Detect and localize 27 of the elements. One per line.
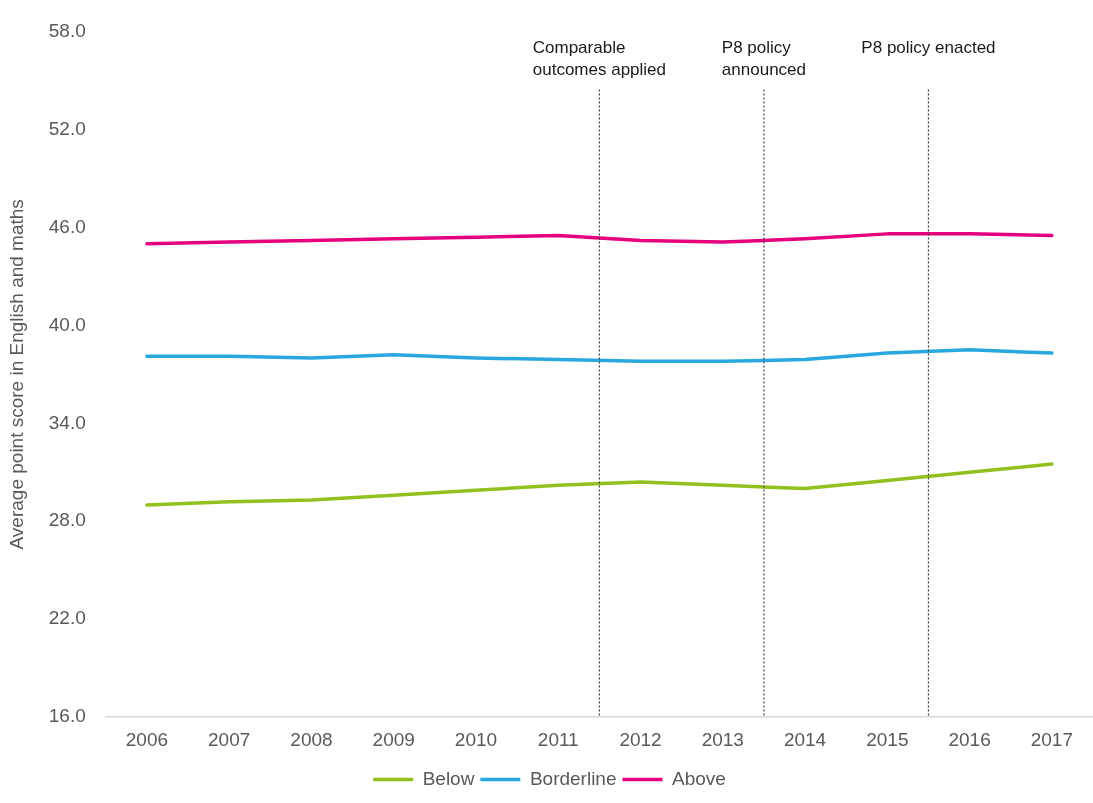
x-tick-label: 2007 [208, 728, 251, 750]
ref-line-label: P8 policy enacted [861, 37, 996, 57]
x-tick-label: 2011 [537, 728, 579, 750]
x-tick-label: 2017 [1030, 728, 1074, 750]
legend-label: Below [422, 767, 475, 789]
x-tick-label: 2010 [454, 728, 498, 750]
x-tick-label: 2006 [125, 728, 169, 750]
y-tick-label: 46.0 [48, 215, 86, 237]
x-tick-label: 2009 [372, 728, 415, 750]
x-tick-label: 2015 [866, 728, 909, 750]
x-tick-label: 2016 [948, 728, 991, 750]
y-tick-label: 22.0 [48, 607, 86, 629]
y-tick-label: 16.0 [48, 705, 86, 727]
y-axis-title: Average point score in English and maths [5, 199, 27, 550]
ref-line-label: P8 policy announced [721, 37, 806, 79]
y-tick-label: 40.0 [48, 313, 86, 335]
y-tick-label: 58.0 [48, 19, 86, 41]
legend-label: Borderline [529, 767, 617, 789]
y-tick-label: 28.0 [48, 509, 86, 531]
ref-line-label: Comparable outcomes applied [532, 37, 667, 79]
legend-label: Above [671, 767, 726, 789]
x-tick-label: 2013 [701, 728, 744, 750]
y-tick-label: 34.0 [48, 411, 86, 433]
x-tick-label: 2008 [290, 728, 333, 750]
x-tick-label: 2012 [619, 728, 662, 750]
x-tick-label: 2014 [783, 728, 827, 750]
y-tick-label: 52.0 [48, 117, 86, 139]
